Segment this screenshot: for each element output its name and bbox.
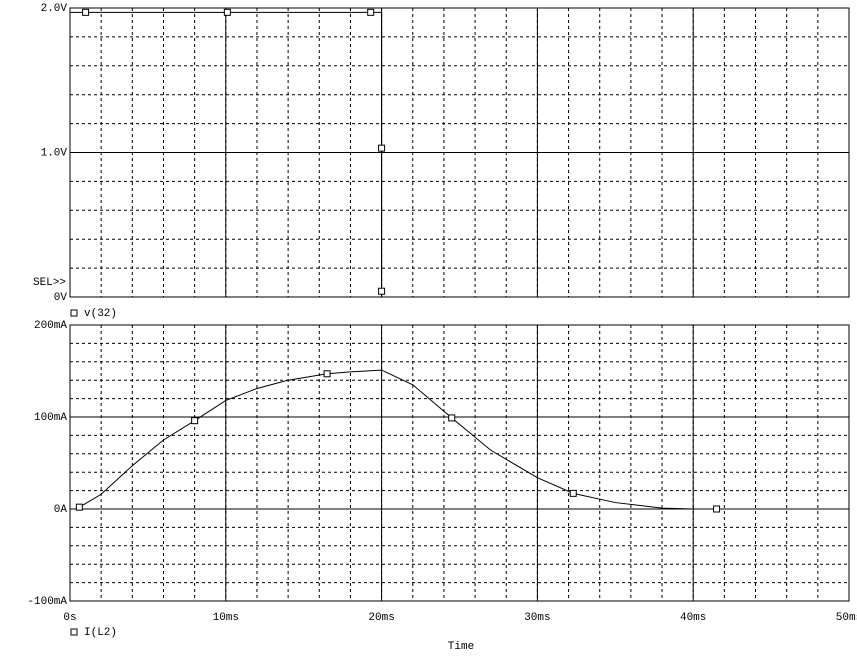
series-marker (569, 489, 577, 497)
series-marker (82, 8, 90, 16)
y-tick-label: 100mA (34, 412, 67, 424)
series-marker (713, 505, 721, 513)
plot-frame (69, 324, 850, 602)
x-axis-label: Time (448, 641, 474, 653)
legend-symbol (70, 309, 78, 317)
y-tick-label: 0A (54, 504, 68, 516)
legend-label: I(L2) (84, 627, 117, 639)
y-tick-label: 0V (54, 292, 68, 304)
y-tick-label: 1.0V (41, 147, 68, 159)
series-marker (367, 8, 375, 16)
series-marker (378, 144, 386, 152)
y-tick-label: 2.0V (41, 3, 68, 15)
x-tick-label: 50ms (836, 612, 857, 624)
series-marker (223, 8, 231, 16)
series-marker (448, 414, 456, 422)
series-marker (378, 287, 386, 295)
x-tick-label: 30ms (524, 612, 550, 624)
y-tick-label: 200mA (34, 320, 67, 332)
y-tick-label: -100mA (27, 596, 67, 608)
x-tick-label: 20ms (368, 612, 394, 624)
series-marker (191, 417, 199, 425)
series-line (79, 369, 694, 510)
series-marker (323, 370, 331, 378)
plot-frame (69, 7, 850, 298)
x-tick-label: 10ms (213, 612, 239, 624)
sel-marker: SEL>> (33, 277, 66, 289)
series-line (70, 11, 383, 297)
legend-symbol (70, 628, 78, 636)
x-tick-label: 40ms (680, 612, 706, 624)
x-tick-label: 0s (63, 612, 76, 624)
legend-label: v(32) (84, 308, 117, 320)
series-marker (75, 503, 83, 511)
